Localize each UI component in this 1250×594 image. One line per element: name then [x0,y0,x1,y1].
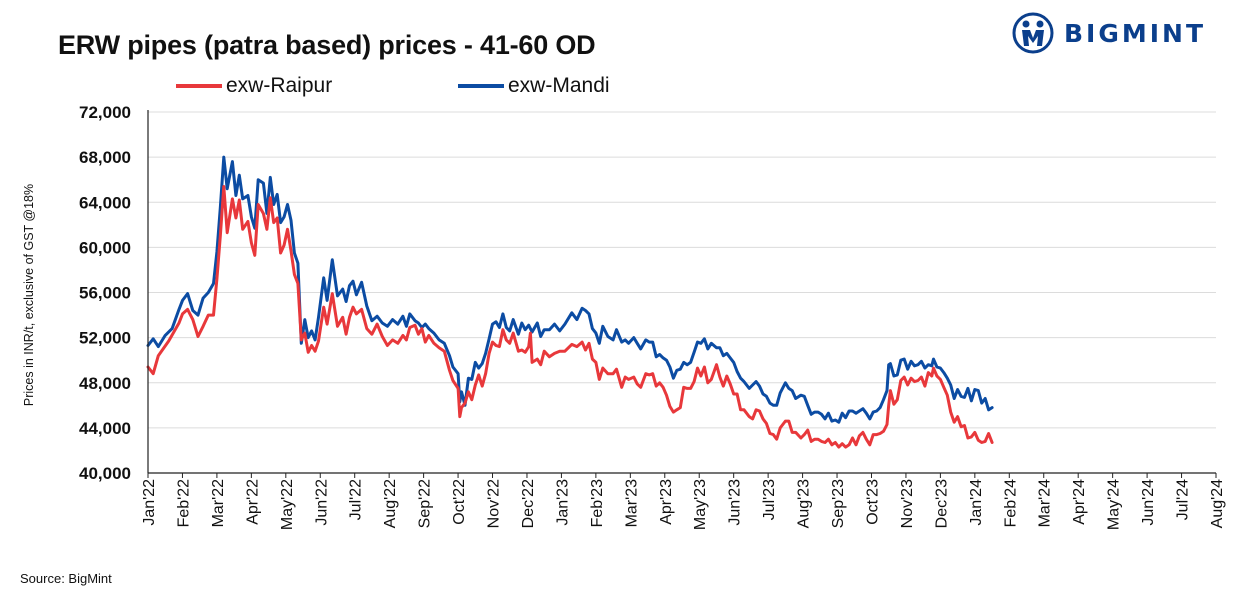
x-tick-label: Jul'23 [761,479,778,520]
y-tick-label: 64,000 [79,193,131,212]
y-tick-label: 52,000 [79,329,131,348]
x-tick-label: Oct'23 [864,479,881,525]
series-line-exw-mandi [146,155,994,424]
x-tick-label: Dec'23 [933,479,950,528]
legend-label-raipur: exw-Raipur [226,74,333,97]
y-tick-label: 48,000 [79,374,131,393]
series-lines [146,155,994,449]
y-tick-label: 40,000 [79,464,131,483]
x-tick-label: Jun'22 [313,479,330,526]
y-axis-ticks: 40,000 44,000 48,000 52,000 56,000 60,000 64,0… [79,103,131,483]
y-tick-label: 44,000 [79,419,131,438]
bigmint-logo-icon [1012,12,1054,54]
x-tick-label: Nov'22 [486,479,503,528]
x-tick-label: Nov'23 [899,479,916,528]
bigmint-logo: BIGMINT [1012,12,1206,54]
y-tick-label: 72,000 [79,103,131,122]
x-tick-label: Jan'23 [554,479,571,526]
chart-title: ERW pipes (patra based) prices - 41-60 O… [58,30,596,60]
x-tick-label: Apr'23 [658,479,675,525]
x-tick-label: May'23 [692,479,709,530]
legend-label-mandi: exw-Mandi [508,74,610,97]
x-tick-label: Jun'23 [727,479,744,526]
legend-swatch-raipur [176,84,222,88]
x-tick-label: Feb'24 [1002,479,1019,528]
x-tick-label: Feb'22 [175,479,192,528]
legend-item-raipur: exw-Raipur [176,74,332,98]
x-tick-label: Aug'24 [1209,479,1226,528]
x-tick-label: Dec'22 [520,479,537,528]
y-tick-label: 68,000 [79,148,131,167]
x-tick-label: Jan'22 [141,479,158,526]
source-note: Source: BigMint [20,571,112,586]
x-tick-label: Sep'23 [830,479,847,528]
x-tick-label: May'22 [279,479,296,530]
x-axis-ticks: Jan'22 Feb'22 Mar'22 Apr'22 May'22 Jun'22 Jul'… [141,473,1226,530]
x-tick-label: Aug'23 [796,479,813,528]
x-tick-label: Jul'22 [348,479,365,520]
x-tick-label: Jun'24 [1140,479,1157,526]
bigmint-logo-text: BIGMINT [1064,18,1207,48]
x-tick-label: Sep'22 [417,479,434,528]
x-tick-label: Aug'22 [382,479,399,528]
series-line-exw-raipur [146,185,994,449]
x-tick-label: Mar'24 [1037,479,1054,528]
x-tick-label: Apr'22 [244,479,261,525]
y-tick-label: 56,000 [79,284,131,303]
x-tick-label: May'24 [1106,479,1123,530]
legend-item-mandi: exw-Mandi [458,74,610,98]
x-tick-label: Apr'24 [1071,479,1088,525]
x-tick-label: Oct'22 [451,479,468,525]
x-tick-label: Mar'23 [623,479,640,528]
gridlines [148,111,1216,429]
x-tick-label: Mar'22 [210,479,227,528]
y-tick-label: 60,000 [79,238,131,257]
legend-swatch-mandi [458,84,504,88]
x-tick-label: Jul'24 [1175,479,1192,520]
x-tick-label: Jan'24 [968,479,985,526]
x-tick-label: Feb'23 [589,479,606,528]
